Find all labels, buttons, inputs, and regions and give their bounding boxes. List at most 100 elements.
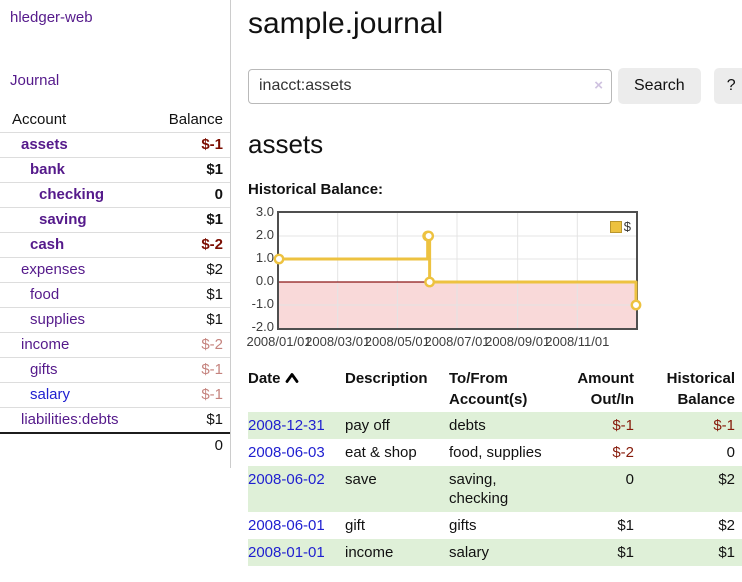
register-col-historical-balance: Historical Balance: [666, 370, 735, 408]
account-link[interactable]: income: [21, 336, 70, 353]
transaction-balance: $2: [718, 471, 735, 488]
transaction-date-link[interactable]: 2008-06-01: [248, 517, 325, 534]
account-link[interactable]: food: [30, 286, 60, 303]
account-link[interactable]: salary: [30, 386, 71, 403]
account-balance: $1: [206, 161, 223, 178]
transaction-date-cell: 2008-06-03: [248, 439, 345, 466]
x-axis-tick-label: 2008/05/01: [364, 334, 430, 349]
account-name-cell: supplies: [0, 308, 152, 333]
account-balance: $1: [206, 311, 223, 328]
legend-label: $: [623, 219, 631, 234]
sidebar: hledger-web Journal Account Balance asse…: [0, 0, 231, 468]
account-row: gifts $-1: [0, 358, 230, 383]
account-row: income $-2: [0, 333, 230, 358]
transaction-date-link[interactable]: 2008-12-31: [248, 417, 325, 434]
account-name-cell: expenses: [0, 258, 152, 283]
main-content: sample.journal × Search ? assets Histori…: [246, 0, 742, 566]
transaction-amount: 0: [625, 471, 634, 488]
account-link[interactable]: bank: [30, 161, 66, 178]
transaction-balance: $-1: [713, 417, 735, 434]
transaction-date-cell: 2008-01-01: [248, 539, 345, 566]
account-link[interactable]: liabilities:debts: [21, 411, 119, 428]
register-table: Date Description To/From Account(s) Amount …: [248, 366, 742, 566]
transaction-amount: $1: [617, 544, 634, 561]
account-name-cell: cash: [0, 233, 152, 258]
y-axis-tick-label: 2.0: [255, 227, 274, 242]
account-heading: assets: [248, 129, 324, 159]
chart-title: Historical Balance:: [248, 181, 384, 198]
account-row: liabilities:debts $1: [0, 408, 230, 433]
accounts-header-balance: Balance: [168, 111, 223, 128]
transaction-row: 2008-01-01 income salary $1 $1: [248, 539, 742, 566]
clear-search-icon[interactable]: ×: [594, 76, 603, 94]
search-button[interactable]: Search: [618, 68, 701, 104]
account-balance: $1: [206, 286, 223, 303]
transaction-row: 2008-06-01 gift gifts $1 $2: [248, 512, 742, 539]
account-row: bank $1: [0, 158, 230, 183]
transaction-description: income: [345, 544, 394, 561]
x-axis-tick-label: 2008/01/01: [246, 334, 312, 349]
account-name-cell: food: [0, 283, 152, 308]
account-link[interactable]: gifts: [30, 361, 58, 378]
account-balance: $-2: [201, 236, 223, 253]
transaction-date-cell: 2008-06-01: [248, 512, 345, 539]
account-row: checking 0: [0, 183, 230, 208]
transaction-date-cell: 2008-06-02: [248, 466, 345, 512]
chart-plot-area[interactable]: $: [273, 211, 642, 330]
transaction-row: 2008-12-31 pay off debts $-1 $-1: [248, 412, 742, 439]
help-button[interactable]: ?: [713, 68, 742, 104]
register-col-description: Description: [345, 370, 428, 387]
account-balance: 0: [214, 186, 223, 203]
transaction-row: 2008-06-02 save saving, checking 0 $2: [248, 466, 742, 512]
account-link[interactable]: saving: [39, 211, 87, 228]
transaction-date-link[interactable]: 2008-06-02: [248, 471, 325, 488]
y-axis-tick-label: 1.0: [255, 250, 274, 265]
register-col-date[interactable]: Date: [248, 366, 345, 412]
transaction-balance: $2: [718, 517, 735, 534]
accounts-total-balance: 0: [214, 437, 223, 454]
accounts-table: Account Balance assets $-1 bank $1 checking 0…: [0, 108, 230, 458]
search-bar: × Search ?: [248, 68, 742, 104]
y-axis-tick-label: 0.0: [255, 273, 274, 288]
legend-swatch-icon: [609, 220, 622, 233]
transaction-accounts: debts: [449, 417, 486, 434]
transaction-date-link[interactable]: 2008-01-01: [248, 544, 325, 561]
account-balance: $-2: [201, 336, 223, 353]
chart-legend: $: [609, 219, 631, 234]
chart-canvas[interactable]: [273, 213, 642, 328]
brand-link[interactable]: hledger-web: [10, 9, 93, 26]
account-balance: $-1: [201, 136, 223, 153]
account-balance: $1: [206, 211, 223, 228]
account-link[interactable]: assets: [21, 136, 68, 153]
search-input[interactable]: [248, 68, 612, 104]
transaction-date-link[interactable]: 2008-06-03: [248, 444, 325, 461]
account-balance: $1: [206, 411, 223, 428]
account-link[interactable]: expenses: [21, 261, 86, 278]
account-link[interactable]: checking: [39, 186, 105, 203]
account-balance: $-1: [201, 361, 223, 378]
account-row: food $1: [0, 283, 230, 308]
register-col-to-from-account-s-: To/From Account(s): [449, 370, 528, 408]
x-axis-tick-label: 2008/03/01: [305, 334, 371, 349]
account-row: supplies $1: [0, 308, 230, 333]
account-link[interactable]: cash: [30, 236, 65, 253]
account-balance: $2: [206, 261, 223, 278]
transaction-amount: $-2: [612, 444, 634, 461]
account-name-cell: bank: [0, 158, 152, 183]
account-name-cell: saving: [0, 208, 152, 233]
account-link[interactable]: supplies: [30, 311, 86, 328]
account-row: assets $-1: [0, 133, 230, 158]
y-axis-tick-label: -2.0: [251, 319, 274, 334]
account-balance: $-1: [201, 386, 223, 403]
accounts-header-row: Account Balance: [0, 108, 230, 133]
historical-balance-chart[interactable]: $ 3.0 2.0 1.0 0.0 -1.0 -2.0 2008/01/01 2008/03/…: [246, 204, 668, 349]
account-row: cash $-2: [0, 233, 230, 258]
transaction-date-cell: 2008-12-31: [248, 412, 345, 439]
transaction-accounts: gifts: [449, 517, 477, 534]
x-axis-tick-label: 2008/11/01: [545, 334, 610, 349]
accounts-header-account: Account: [12, 111, 67, 128]
nav-journal-link[interactable]: Journal: [10, 72, 60, 89]
y-axis-tick-label: -1.0: [251, 296, 274, 311]
account-name-cell: checking: [0, 183, 152, 208]
y-axis-tick-label: 3.0: [255, 204, 274, 219]
